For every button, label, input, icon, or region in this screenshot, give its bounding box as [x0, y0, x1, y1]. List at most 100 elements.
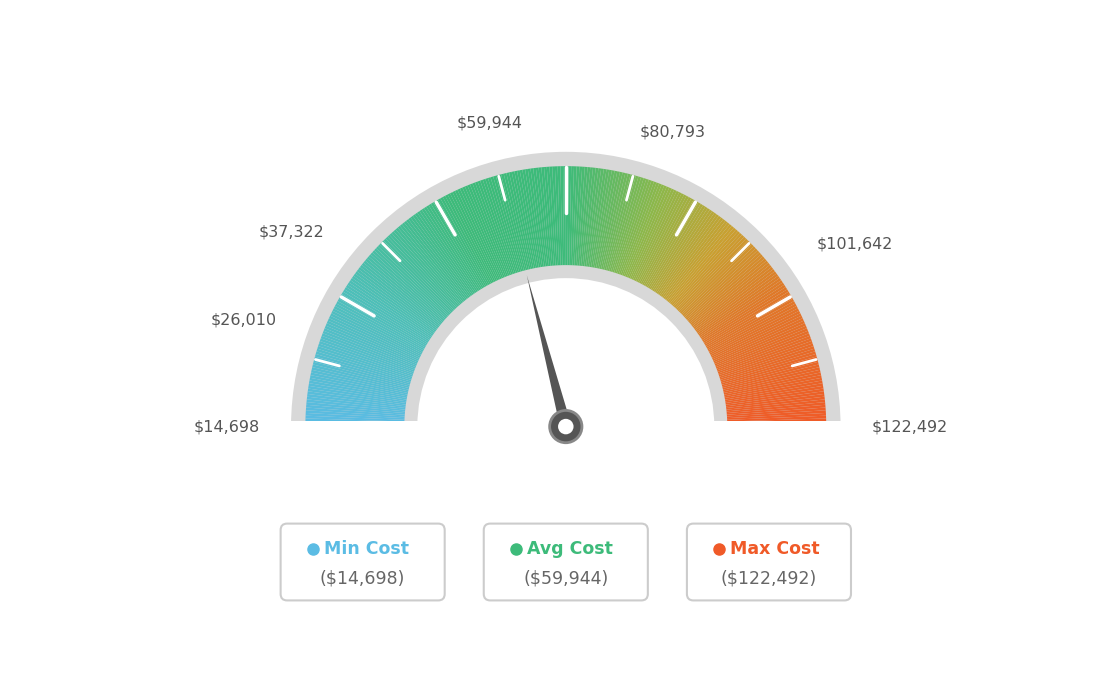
Wedge shape: [683, 248, 757, 317]
Wedge shape: [700, 282, 784, 339]
Wedge shape: [565, 166, 569, 265]
Wedge shape: [697, 273, 778, 333]
Wedge shape: [581, 167, 593, 266]
Wedge shape: [652, 207, 708, 291]
Wedge shape: [591, 169, 609, 267]
Wedge shape: [699, 278, 782, 336]
Wedge shape: [514, 170, 535, 268]
Wedge shape: [392, 231, 459, 306]
Wedge shape: [420, 210, 477, 293]
Wedge shape: [440, 197, 489, 285]
Wedge shape: [576, 167, 585, 266]
Text: Min Cost: Min Cost: [323, 540, 408, 558]
Wedge shape: [318, 344, 413, 377]
Wedge shape: [475, 181, 511, 275]
Wedge shape: [308, 388, 406, 404]
Wedge shape: [453, 191, 497, 282]
Wedge shape: [380, 242, 452, 314]
Wedge shape: [613, 177, 644, 273]
Wedge shape: [317, 346, 412, 378]
Wedge shape: [721, 351, 816, 382]
Wedge shape: [480, 179, 514, 274]
Wedge shape: [708, 304, 797, 352]
Wedge shape: [603, 173, 628, 270]
Wedge shape: [617, 179, 651, 274]
Wedge shape: [711, 313, 802, 358]
Wedge shape: [561, 166, 564, 265]
Polygon shape: [527, 275, 572, 428]
Wedge shape: [555, 166, 561, 265]
Wedge shape: [583, 168, 596, 266]
Wedge shape: [648, 202, 701, 288]
Wedge shape: [371, 253, 446, 319]
Wedge shape: [438, 198, 488, 286]
Wedge shape: [639, 195, 687, 284]
Wedge shape: [517, 170, 538, 268]
Wedge shape: [726, 397, 825, 410]
Wedge shape: [693, 267, 773, 329]
Wedge shape: [539, 167, 551, 266]
Wedge shape: [725, 391, 825, 406]
Wedge shape: [329, 316, 420, 359]
Text: ($59,944): ($59,944): [523, 570, 608, 588]
Wedge shape: [333, 306, 423, 353]
Wedge shape: [666, 222, 730, 301]
Wedge shape: [596, 170, 617, 268]
Wedge shape: [704, 294, 792, 346]
Wedge shape: [718, 338, 811, 373]
Wedge shape: [672, 231, 740, 306]
Wedge shape: [701, 285, 786, 340]
Circle shape: [550, 411, 582, 443]
Wedge shape: [724, 378, 822, 398]
Wedge shape: [355, 271, 436, 332]
Wedge shape: [306, 418, 404, 423]
Wedge shape: [714, 326, 807, 366]
Wedge shape: [320, 338, 414, 373]
Wedge shape: [314, 359, 410, 386]
Wedge shape: [374, 248, 448, 317]
Wedge shape: [690, 261, 768, 325]
Wedge shape: [624, 184, 661, 277]
Wedge shape: [689, 259, 766, 324]
Wedge shape: [404, 221, 467, 300]
Wedge shape: [378, 244, 450, 315]
Wedge shape: [692, 265, 772, 328]
Wedge shape: [344, 287, 429, 342]
Text: $37,322: $37,322: [258, 224, 323, 239]
Wedge shape: [716, 333, 810, 371]
Wedge shape: [311, 367, 408, 391]
Wedge shape: [723, 364, 819, 390]
Wedge shape: [291, 152, 840, 426]
Wedge shape: [573, 166, 580, 266]
Wedge shape: [643, 197, 691, 285]
Wedge shape: [654, 208, 710, 292]
Bar: [253, 422, 879, 648]
Wedge shape: [321, 336, 414, 372]
Wedge shape: [360, 265, 439, 328]
Wedge shape: [352, 276, 434, 335]
Wedge shape: [710, 308, 799, 355]
Wedge shape: [306, 415, 404, 422]
Wedge shape: [312, 362, 410, 388]
Text: Max Cost: Max Cost: [730, 540, 819, 558]
Wedge shape: [450, 192, 496, 282]
Wedge shape: [445, 195, 492, 284]
Wedge shape: [584, 168, 598, 266]
Wedge shape: [428, 204, 482, 289]
Wedge shape: [385, 237, 455, 310]
Wedge shape: [655, 210, 712, 293]
Wedge shape: [346, 285, 431, 340]
Wedge shape: [402, 222, 466, 301]
Wedge shape: [330, 313, 421, 358]
Wedge shape: [563, 166, 565, 265]
Wedge shape: [622, 182, 659, 276]
Wedge shape: [486, 178, 518, 273]
Wedge shape: [619, 181, 654, 275]
Wedge shape: [713, 321, 805, 362]
Wedge shape: [728, 413, 826, 420]
Wedge shape: [590, 169, 606, 267]
Wedge shape: [593, 170, 612, 268]
Wedge shape: [607, 175, 636, 271]
Wedge shape: [415, 213, 474, 295]
Wedge shape: [696, 271, 776, 332]
